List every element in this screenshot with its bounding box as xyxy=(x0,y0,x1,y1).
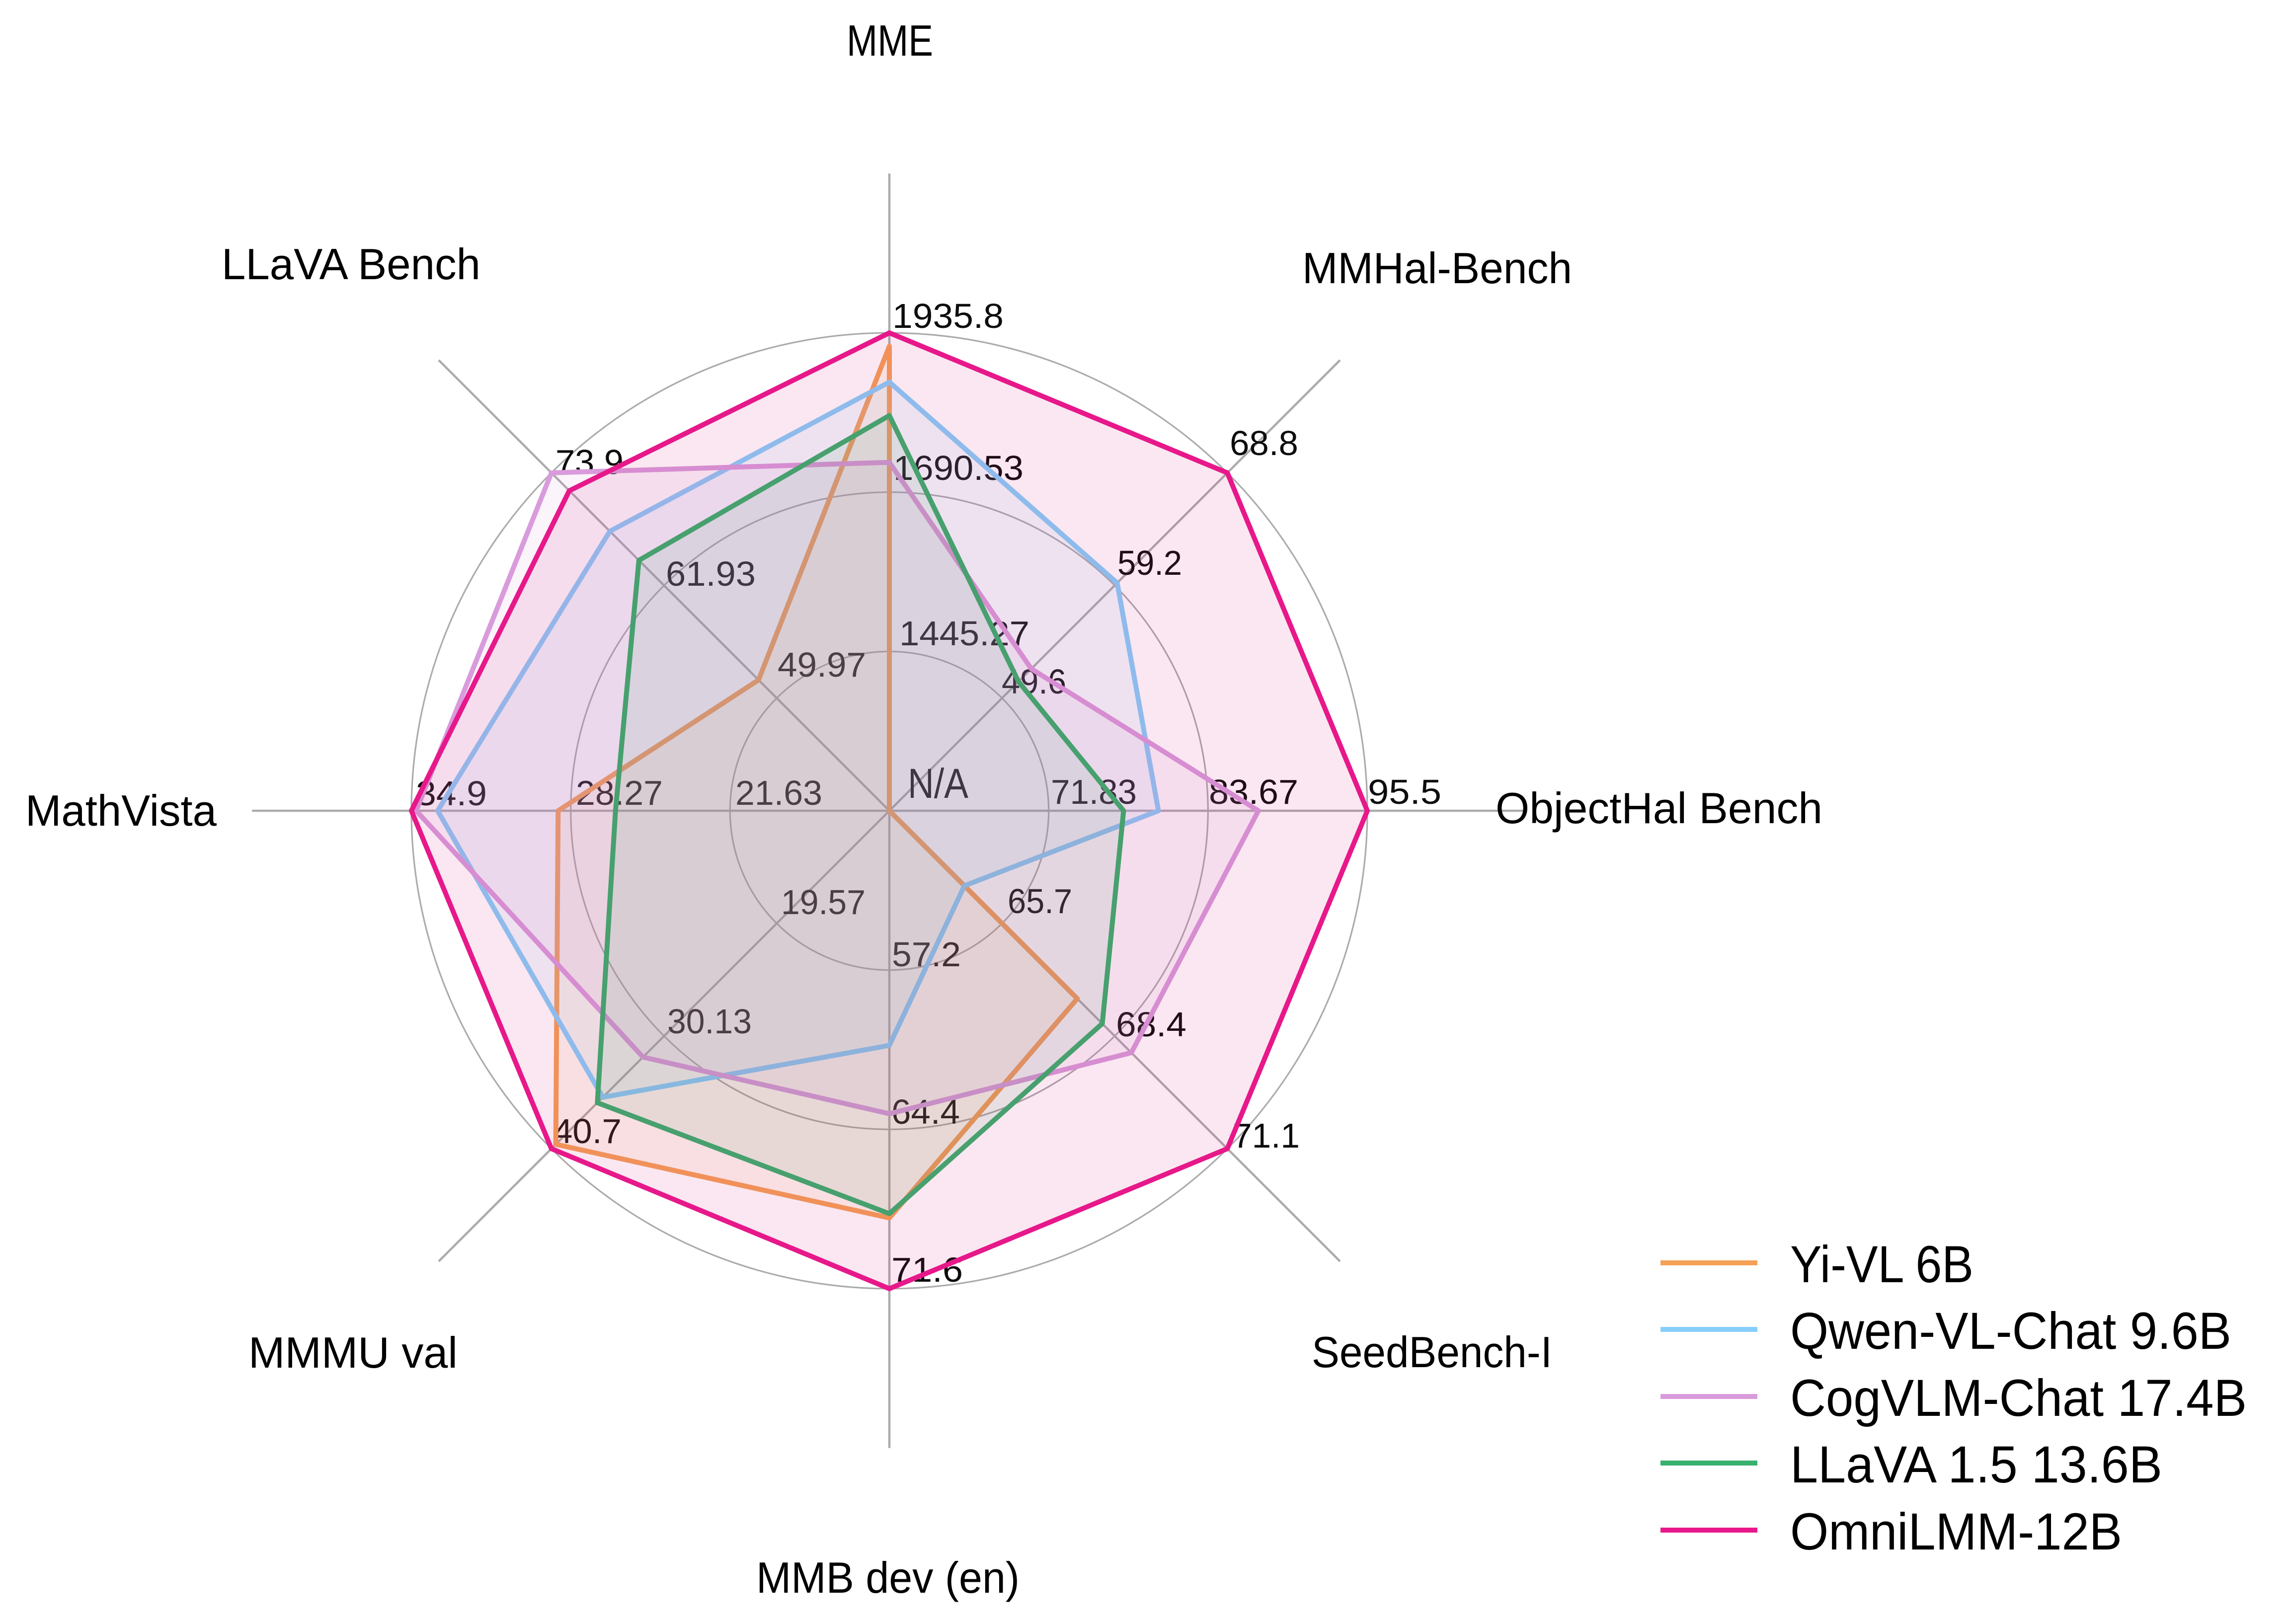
svg-text:59.2: 59.2 xyxy=(1117,543,1182,582)
svg-text:49.97: 49.97 xyxy=(778,645,866,684)
svg-text:MathVista: MathVista xyxy=(25,786,217,835)
svg-text:71.83: 71.83 xyxy=(1051,773,1137,811)
svg-text:73.9: 73.9 xyxy=(555,443,624,481)
svg-text:1935.8: 1935.8 xyxy=(892,297,1004,335)
svg-text:65.7: 65.7 xyxy=(1008,882,1072,921)
svg-text:19.57: 19.57 xyxy=(781,883,866,922)
svg-text:21.63: 21.63 xyxy=(735,773,822,812)
svg-text:71.1: 71.1 xyxy=(1233,1116,1300,1155)
svg-text:LLaVA Bench: LLaVA Bench xyxy=(222,239,480,289)
svg-text:Yi-VL 6B: Yi-VL 6B xyxy=(1790,1236,1973,1294)
svg-text:OmniLMM-12B: OmniLMM-12B xyxy=(1790,1503,2122,1561)
svg-text:Qwen-VL-Chat 9.6B: Qwen-VL-Chat 9.6B xyxy=(1790,1302,2231,1360)
svg-text:MME: MME xyxy=(847,16,933,65)
svg-text:CogVLM-Chat 17.4B: CogVLM-Chat 17.4B xyxy=(1790,1369,2247,1427)
svg-text:N/A: N/A xyxy=(908,760,968,807)
svg-text:30.13: 30.13 xyxy=(667,1002,752,1041)
svg-text:ObjectHal Bench: ObjectHal Bench xyxy=(1496,783,1822,833)
svg-text:61.93: 61.93 xyxy=(666,554,756,593)
svg-text:MMHal-Bench: MMHal-Bench xyxy=(1302,243,1572,293)
svg-text:MMB dev (en): MMB dev (en) xyxy=(756,1553,1020,1602)
svg-text:LLaVA 1.5 13.6B: LLaVA 1.5 13.6B xyxy=(1790,1436,2162,1494)
svg-text:MMMU val: MMMU val xyxy=(248,1328,458,1377)
svg-text:95.5: 95.5 xyxy=(1368,773,1441,811)
svg-text:SeedBench-I: SeedBench-I xyxy=(1312,1327,1552,1377)
svg-text:68.8: 68.8 xyxy=(1230,424,1298,463)
